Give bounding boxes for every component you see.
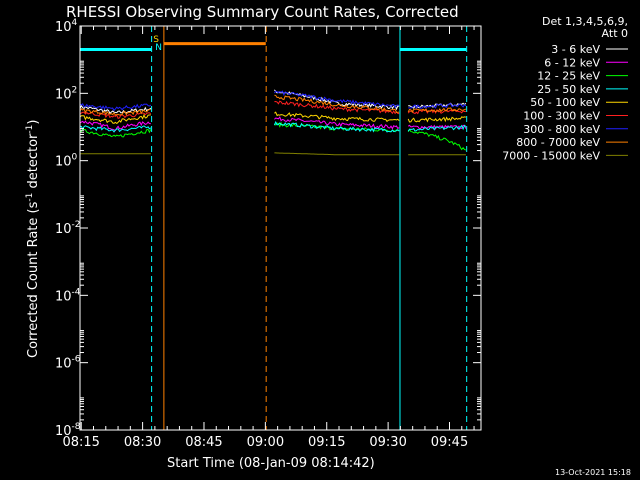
series-4-segment-0 [79, 113, 151, 125]
y-tick-label-6: 10-8 [55, 422, 81, 439]
series-4-segment-2 [407, 116, 466, 123]
series-7-segment-0 [79, 107, 151, 116]
legend-label-6: 300 - 800 keV [523, 123, 600, 136]
footer-timestamp: 13-Oct-2021 15:18 [555, 468, 631, 477]
x-tick-label-1: 08:30 [124, 435, 161, 450]
legend-label-1: 6 - 12 keV [544, 56, 600, 69]
y-axis-label-end: ) [26, 120, 41, 125]
legend-label-5: 100 - 300 keV [523, 110, 600, 123]
series-7-segment-2 [407, 107, 467, 114]
y-tick-label-5: 10-6 [55, 355, 81, 372]
x-axis: 08:15 08:30 08:45 09:00 09:15 09:30 09:45 [62, 26, 475, 450]
y-axis-label-mid: detector [26, 133, 41, 193]
flag-n: N [155, 43, 162, 53]
y-tick-label-0: 104 [55, 18, 78, 35]
series-1-segment-2 [407, 124, 467, 130]
x-tick-label-2: 08:45 [185, 435, 222, 450]
series-8-segment-1 [274, 152, 400, 156]
series-3-segment-1 [273, 120, 400, 133]
legend-label-0: 3 - 6 keV [551, 43, 600, 56]
x-tick-label-4: 09:15 [308, 435, 345, 450]
legend-label-7: 800 - 7000 keV [516, 136, 600, 149]
series-4-segment-1 [274, 111, 400, 123]
y-axis: 104 102 100 10-2 10-4 10-6 10-8 [55, 18, 481, 439]
flag-s: S [153, 35, 159, 45]
legend-label-4: 50 - 100 keV [530, 96, 600, 109]
y-tick-label-1: 102 [55, 85, 77, 102]
series-2-segment-0 [79, 128, 152, 138]
series-6-segment-2 [408, 103, 467, 110]
y-tick-label-4: 10-4 [55, 287, 81, 304]
chart-title: RHESSI Observing Summary Count Rates, Co… [66, 3, 459, 21]
legend-label-8: 7000 - 15000 keV [502, 149, 600, 162]
legend-label-3: 25 - 50 keV [537, 83, 600, 96]
y-axis-label-sup2: -1 [25, 125, 35, 134]
y-axis-label: Corrected Count Rate (s-1 detector-1) [25, 120, 41, 358]
y-tick-label-2: 100 [55, 153, 78, 170]
series-6-segment-1 [273, 90, 400, 109]
x-tick-label-6: 09:45 [431, 435, 468, 450]
series-3-segment-2 [407, 124, 467, 132]
y-axis-label-main: Corrected Count Rate (s [26, 201, 41, 358]
x-tick-label-3: 09:00 [247, 435, 284, 450]
series-3-segment-0 [79, 125, 152, 133]
legend-label-2: 12 - 25 keV [537, 70, 600, 83]
y-tick-label-3: 10-2 [55, 220, 81, 237]
x-tick-label-0: 08:15 [62, 435, 99, 450]
x-axis-label: Start Time (08-Jan-09 08:14:42) [167, 456, 375, 471]
series-2-segment-2 [407, 128, 467, 151]
series-7-segment-1 [274, 94, 400, 113]
x-tick-label-5: 09:30 [369, 435, 406, 450]
series-6-segment-0 [79, 103, 152, 112]
y-axis-label-sup1: -1 [25, 193, 35, 202]
legend-header-0: Det 1,3,4,5,6,9, [542, 15, 628, 28]
series-1-segment-1 [274, 116, 400, 130]
legend-header-1: Att 0 [602, 27, 628, 40]
